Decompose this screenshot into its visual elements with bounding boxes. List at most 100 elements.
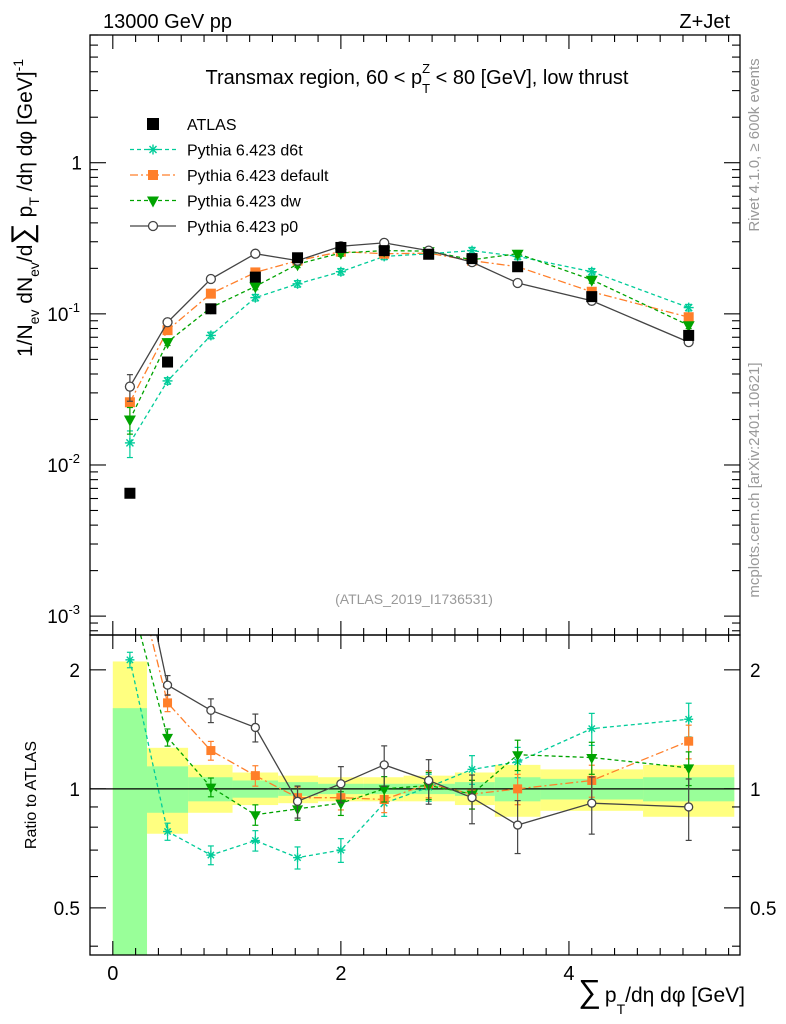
y-tick-label-0: 10-3 [47, 602, 80, 628]
series-point-0-5 [335, 266, 346, 277]
ratio-point-0-0 [125, 655, 135, 665]
series-point-0-0 [124, 437, 135, 448]
series-point-0-4 [292, 278, 303, 289]
ratio-tick-label-right-0: 0.5 [750, 899, 776, 920]
ratio-point-2-1 [162, 733, 174, 744]
ratio-point-2-11 [683, 764, 695, 775]
ratio-point-3-9 [512, 820, 523, 830]
data-point-0 [124, 487, 136, 499]
band-green-0 [112, 708, 148, 955]
axes: 0 2 4 10-3 10-2 10-1 1 0.5 0.5 1 1 2 2 [47, 34, 776, 985]
ratio-point-1-11 [684, 736, 694, 746]
ratio-point-3-7 [424, 775, 434, 786]
ratio-point-0-1 [163, 827, 173, 837]
series-point-2-11 [682, 321, 695, 333]
ratio-line-1 [150, 635, 689, 801]
ratio-point-2-2 [205, 783, 217, 794]
energy-label: 13000 GeV pp [103, 11, 232, 33]
ratio-point-3-0 [126, 505, 134, 513]
legend: ATLAS Pythia 6.423 d6t Pythia 6.423 defaul… [130, 117, 329, 236]
ratio-point-1-3 [250, 771, 260, 781]
series-line-1 [129, 250, 689, 403]
series-point-0-1 [162, 375, 173, 386]
series-point-1-2 [205, 288, 216, 299]
ratio-line-0 [129, 659, 689, 859]
data-point-3 [249, 271, 261, 283]
series-point-1-1 [162, 325, 173, 336]
ratio-point-2-0 [124, 591, 135, 601]
mcplots-label: mcplots.cern.ch [arXiv:2401.10621] [746, 362, 763, 597]
ratio-point-2-6 [378, 785, 390, 796]
ratio-point-2-5 [335, 799, 347, 810]
legend-label-0: ATLAS [187, 117, 237, 134]
ratio-point-3-6 [379, 760, 389, 770]
ratio-tick-label-left-1: 1 [69, 780, 80, 801]
series-line-3 [129, 242, 689, 387]
legend-label-4: Pythia 6.423 p0 [187, 219, 298, 236]
ratio-tick-label-right-2: 2 [750, 661, 761, 682]
ratio-point-1-0 [125, 546, 134, 555]
y-axis-label: 1/Nev dNev/d∑ pT /dη dφ [GeV]-1 [6, 59, 42, 357]
main-plot-area [123, 237, 695, 499]
series-point-0-3 [250, 292, 261, 303]
series-line-2 [129, 249, 689, 420]
legend-marker-0 [147, 118, 159, 130]
series-point-0-2 [205, 330, 216, 341]
legend-label-2: Pythia 6.423 default [187, 168, 329, 185]
data-point-5 [335, 241, 347, 253]
band-green-1 [147, 766, 189, 813]
ratio-point-1-2 [206, 746, 216, 756]
ratio-point-3-8 [467, 793, 477, 803]
ratio-point-3-3 [250, 722, 261, 733]
ratio-point-0-3 [250, 836, 260, 846]
y-tick-label-2: 10-1 [47, 300, 80, 326]
ratio-point-0-2 [206, 850, 216, 860]
ratio-panel [90, 505, 740, 955]
legend-label-1: Pythia 6.423 d6t [187, 143, 303, 160]
ratio-point-2-3 [249, 811, 261, 822]
series-point-3-9 [512, 277, 523, 289]
legend-label-3: Pythia 6.423 dw [187, 194, 301, 211]
plot-title: Transmax region, 60 < pZ T < 80 [GeV], lo… [206, 61, 629, 96]
ratio-plot-area [90, 505, 740, 955]
ratio-axis-label: Ratio to ATLAS [23, 741, 40, 849]
analysis-id: (ATLAS_2019_I1736531) [335, 591, 493, 607]
ratio-tick-label-right-1: 1 [750, 780, 761, 801]
data-point-11 [683, 329, 695, 341]
series-point-0-11 [683, 302, 694, 313]
x-tick-label-0: 0 [107, 963, 118, 985]
data-point-2 [205, 303, 217, 315]
series-point-2-3 [249, 282, 262, 294]
ratio-point-0-8 [467, 764, 477, 774]
ratio-frame [89, 634, 741, 956]
data-point-1 [162, 356, 174, 368]
series-point-1-0 [124, 397, 135, 408]
ratio-point-2-10 [586, 754, 598, 765]
ratio-point-3-5 [336, 779, 346, 789]
x-tick-label-1: 2 [335, 963, 346, 985]
ratio-point-3-10 [587, 798, 597, 808]
series-point-2-0 [123, 415, 136, 427]
ratio-tick-label-left-2: 2 [69, 661, 80, 682]
y-tick-label-3: 1 [71, 154, 82, 175]
series-point-3-1 [162, 317, 173, 328]
data-point-8 [466, 253, 478, 265]
series-point-2-9 [511, 249, 524, 261]
x-tick-label-2: 4 [563, 963, 574, 985]
data-point-7 [423, 248, 435, 260]
ratio-point-0-5 [336, 845, 346, 855]
series-point-3-3 [250, 248, 261, 259]
ratio-point-1-1 [163, 698, 173, 708]
y-tick-label-1: 10-2 [47, 451, 80, 477]
series-point-0-8 [467, 245, 478, 256]
data-point-9 [512, 261, 524, 273]
legend-marker-1 [148, 144, 158, 155]
series-point-0-10 [586, 266, 597, 277]
legend-marker-3 [147, 196, 159, 208]
legend-marker-4 [147, 220, 159, 232]
ratio-point-0-4 [293, 853, 303, 863]
ratio-point-3-2 [206, 705, 216, 715]
ratio-point-1-9 [513, 784, 523, 794]
ratio-tick-label-left-0: 0.5 [54, 899, 80, 920]
